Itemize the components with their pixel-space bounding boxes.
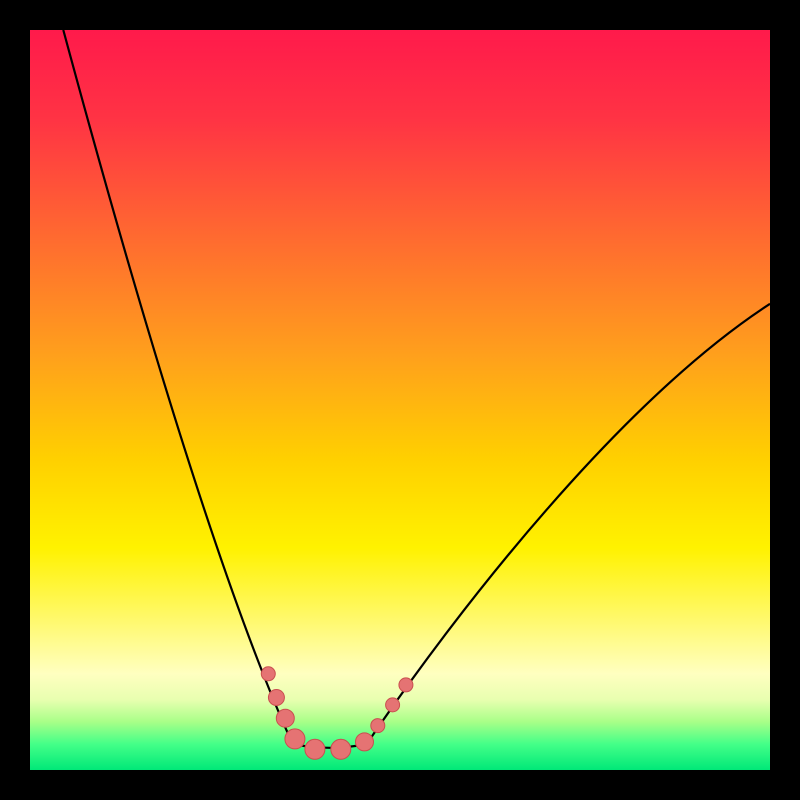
- marker-point: [386, 698, 400, 712]
- marker-point: [331, 739, 351, 759]
- plot-gradient-background: [30, 30, 770, 770]
- marker-point: [276, 709, 294, 727]
- bottleneck-chart: [0, 0, 800, 800]
- marker-point: [305, 739, 325, 759]
- marker-point: [399, 678, 413, 692]
- marker-point: [268, 689, 284, 705]
- chart-container: TheBottleneck.com: [0, 0, 800, 800]
- marker-point: [285, 729, 305, 749]
- marker-point: [355, 733, 373, 751]
- marker-point: [371, 719, 385, 733]
- marker-point: [261, 667, 275, 681]
